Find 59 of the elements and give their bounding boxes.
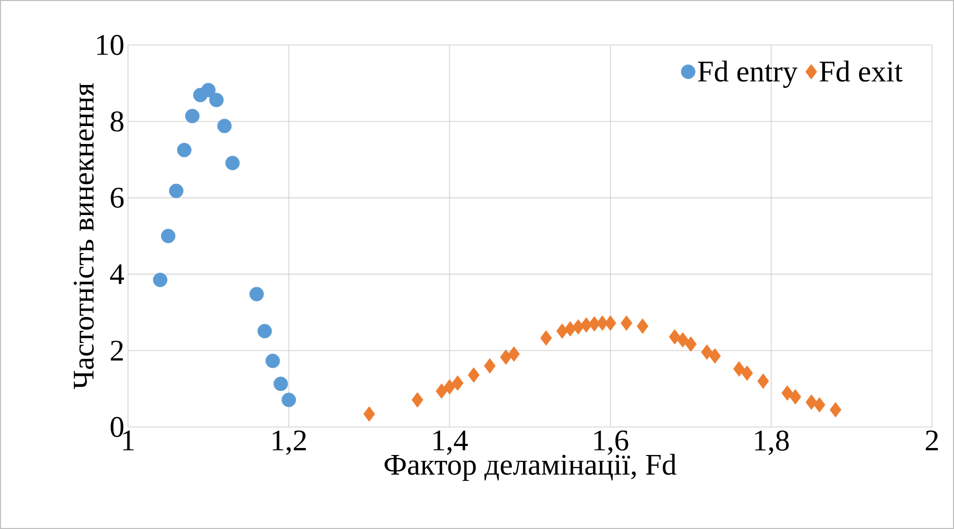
- legend-label: Fd entry: [698, 60, 798, 88]
- point: [282, 392, 296, 408]
- point: [500, 349, 512, 365]
- y-tick-label: 4: [110, 264, 124, 284]
- point: [701, 344, 713, 360]
- point: [781, 385, 794, 401]
- point: [217, 118, 232, 134]
- point: [572, 319, 584, 335]
- point: [556, 323, 568, 339]
- y-tick-label: 6: [110, 188, 124, 208]
- point: [249, 286, 264, 302]
- x-tick-label: 1,2: [272, 430, 306, 455]
- x-tick-label: 1,4: [434, 430, 468, 455]
- point: [676, 332, 689, 348]
- x-tick-label: 2: [926, 430, 938, 450]
- point: [733, 361, 745, 377]
- legend-label: Fd exit: [820, 60, 903, 82]
- x-axis-title: Фактор деламінації, Fd: [384, 454, 676, 481]
- point: [177, 142, 192, 158]
- point: [152, 272, 168, 288]
- point: [363, 406, 376, 422]
- point: [564, 321, 576, 337]
- point: [266, 354, 280, 368]
- point: [790, 389, 802, 405]
- point: [444, 379, 456, 395]
- y-axis-title: Частотність винекнення: [74, 83, 94, 390]
- point: [757, 373, 769, 389]
- point: [274, 376, 288, 392]
- x-tick-label: 1: [123, 430, 134, 450]
- point: [201, 82, 216, 98]
- point: [741, 365, 753, 381]
- point: [709, 348, 721, 364]
- x-tick-label: 1,8: [755, 430, 789, 455]
- y-tick-label: 2: [110, 340, 123, 360]
- point: [814, 397, 826, 413]
- point: [452, 375, 464, 391]
- point: [484, 358, 496, 374]
- point: [436, 383, 448, 399]
- point: [169, 184, 184, 198]
- point: [257, 324, 272, 338]
- point: [806, 394, 818, 410]
- point: [540, 330, 552, 346]
- point: [468, 367, 480, 383]
- point: [412, 392, 424, 408]
- point: [508, 346, 520, 362]
- y-tick-label: 8: [110, 111, 124, 132]
- point: [604, 315, 616, 331]
- y-tick-label: 10: [97, 34, 124, 56]
- point: [830, 402, 842, 418]
- point: [209, 92, 224, 108]
- point: [620, 315, 632, 331]
- point: [668, 329, 681, 345]
- point: [161, 228, 176, 244]
- y-tick-label: 0: [110, 416, 124, 438]
- point: [636, 318, 648, 334]
- point: [684, 336, 697, 352]
- point: [185, 108, 200, 124]
- point: [225, 156, 240, 170]
- x-tick-label: 1,6: [594, 430, 628, 455]
